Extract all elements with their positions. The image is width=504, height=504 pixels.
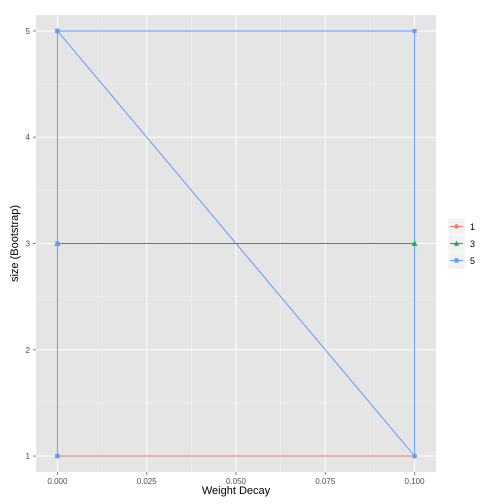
- y-tick-label: 1: [26, 452, 31, 461]
- y-tick-label: 2: [26, 346, 31, 355]
- axes: 0.000 0.025 0.050 0.075 0.100 1 2 3 4 5: [26, 27, 426, 486]
- x-axis-title: Weight Decay: [202, 485, 271, 497]
- x-tick-label: 0.050: [226, 477, 247, 486]
- x-tick-label: 0.100: [405, 477, 426, 486]
- series-layer: [54, 28, 418, 459]
- legend-key-marker: [454, 258, 459, 263]
- legend-label: 3: [470, 239, 475, 249]
- x-tick-label: 0.000: [47, 477, 68, 486]
- data-point: [55, 241, 60, 246]
- data-point: [412, 453, 417, 459]
- y-tick-label: 4: [26, 133, 31, 142]
- data-point: [55, 453, 60, 459]
- legend-item-5: 5: [447, 251, 475, 270]
- legend: 1 3 5: [447, 217, 475, 270]
- legend-key-marker: [454, 224, 459, 229]
- y-tick-label: 3: [26, 240, 31, 249]
- x-tick-label: 0.075: [315, 477, 336, 486]
- x-tick-label: 0.025: [137, 477, 158, 486]
- data-point: [55, 28, 60, 34]
- data-point: [411, 240, 418, 246]
- data-point: [412, 28, 417, 34]
- y-tick-label: 5: [26, 27, 31, 36]
- series-points-5: [55, 28, 417, 459]
- y-axis-title: size (Bootstrap): [9, 205, 21, 282]
- legend-label: 1: [470, 222, 475, 232]
- legend-key-marker: [453, 240, 460, 246]
- legend-item-1: 1: [447, 217, 475, 236]
- legend-item-3: 3: [447, 234, 475, 253]
- legend-label: 5: [470, 256, 475, 266]
